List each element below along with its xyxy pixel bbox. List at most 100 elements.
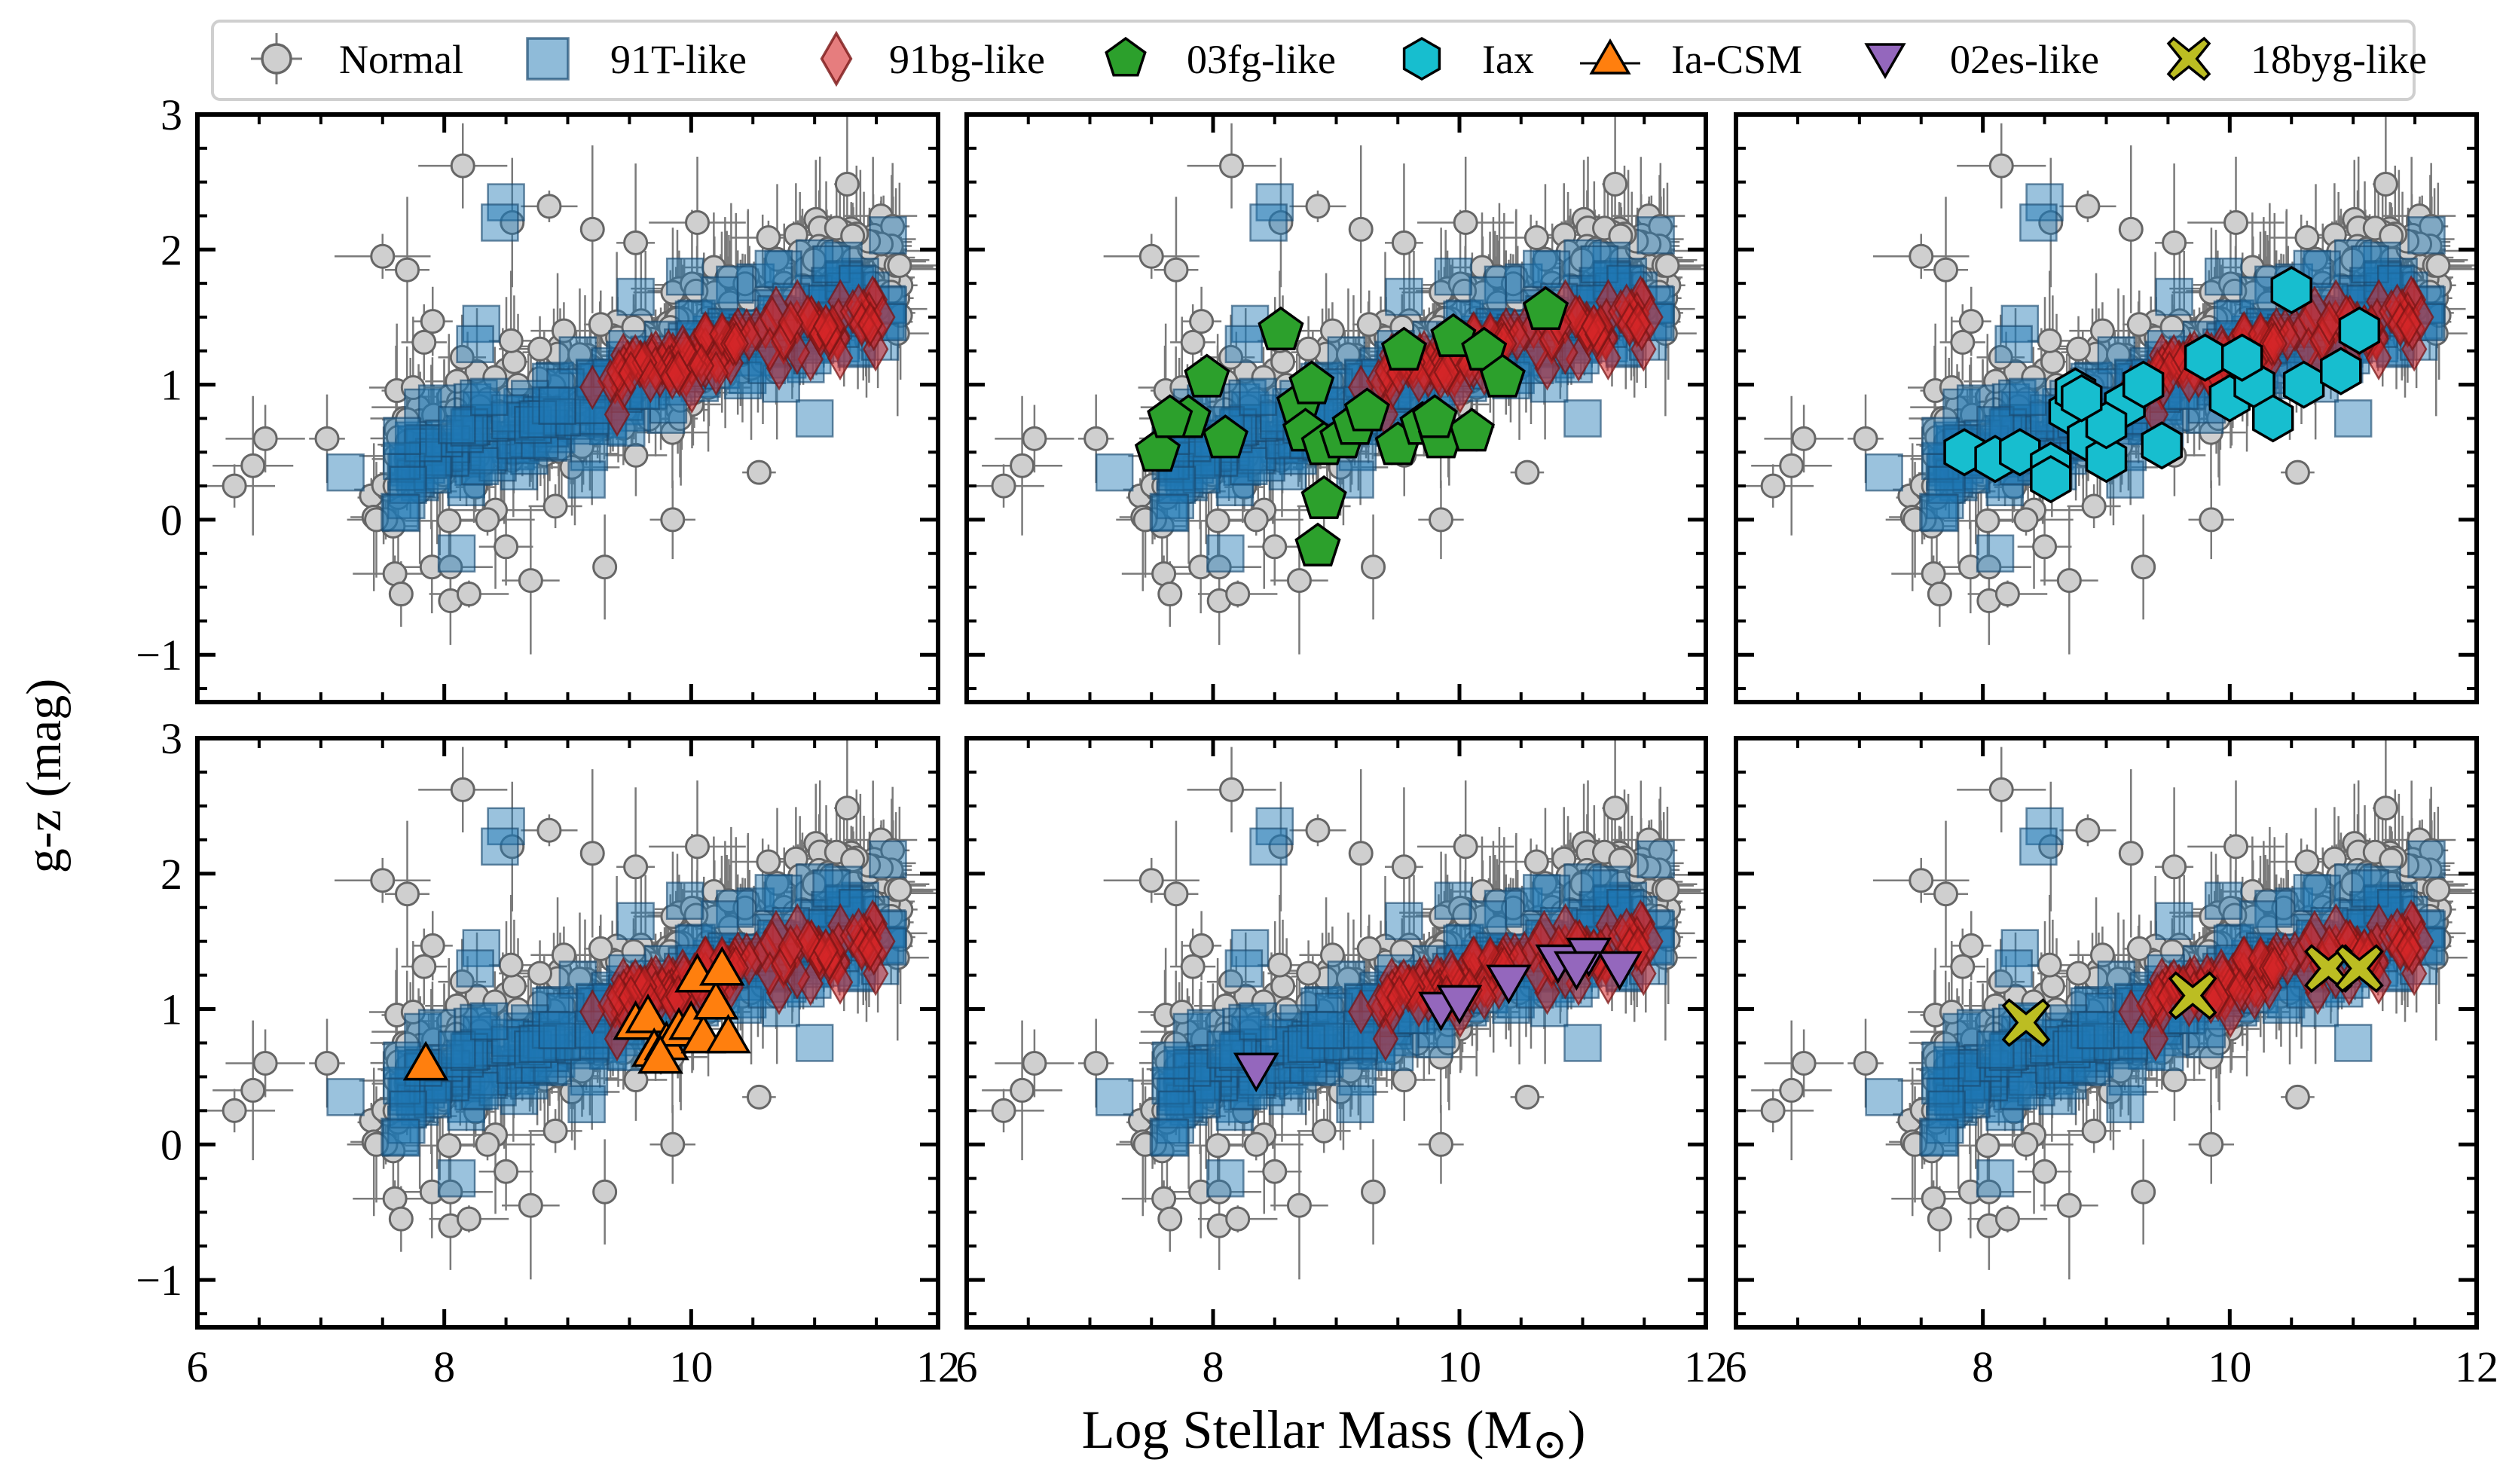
series-03fg-like — [1134, 286, 1569, 566]
panel-1: −1 0 1 2 3 — [136, 90, 940, 704]
91t-like-point — [716, 265, 754, 304]
normal-point — [2199, 507, 2224, 533]
normal-point — [1356, 312, 1382, 337]
normal-point — [1655, 252, 1680, 278]
normal-point — [494, 534, 519, 560]
normal-point — [542, 493, 568, 519]
normal-point — [2037, 328, 2062, 353]
03fg-like-point — [1380, 326, 1428, 371]
91t-like-point — [754, 249, 793, 289]
normal-point — [2425, 252, 2451, 278]
91bg-like-point — [723, 321, 750, 367]
normal-point — [756, 225, 781, 251]
normal-point — [2075, 194, 2101, 219]
normal-point — [240, 453, 266, 478]
plot-area — [1736, 115, 2477, 655]
normal-point — [1853, 426, 1878, 451]
normal-point — [1205, 508, 1230, 533]
91t-like-point — [1942, 388, 1981, 427]
normal-point — [1921, 561, 1946, 587]
normal-point — [2021, 365, 2046, 390]
03fg-like-point — [1258, 306, 1304, 350]
normal-point — [1950, 329, 1976, 355]
y-tick-label: 2 — [160, 225, 182, 274]
91t-like-point — [646, 395, 686, 434]
normal-point — [1391, 230, 1417, 255]
91t-like-point — [1240, 404, 1279, 442]
normal-point — [1296, 336, 1322, 362]
91t-like-point — [1151, 493, 1190, 533]
normal-point — [887, 252, 912, 278]
03fg-like-point — [1411, 394, 1458, 438]
03fg-like-point — [1134, 428, 1181, 472]
91t-like-point — [491, 402, 530, 440]
91t-like-point — [417, 384, 457, 423]
91bg-like-point — [604, 392, 631, 438]
91t-like-point — [567, 460, 606, 499]
91t-like-point — [2351, 245, 2389, 284]
normal-point — [382, 561, 408, 587]
normal-point — [475, 507, 500, 533]
normal-point — [518, 568, 543, 594]
normal-point — [2126, 312, 2152, 337]
normal-point — [840, 223, 866, 249]
normal-point — [1760, 473, 1786, 499]
normal-point — [536, 194, 562, 219]
normal-point — [450, 153, 475, 179]
91t-like-point — [542, 398, 581, 437]
normal-point — [2223, 209, 2249, 235]
91t-like-point — [1523, 249, 1561, 289]
91bg-like-point — [857, 301, 884, 347]
plot-area — [967, 115, 1706, 655]
91t-like-point — [1224, 325, 1264, 364]
03fg-like-point — [1147, 394, 1193, 438]
normal-point — [1243, 507, 1269, 533]
normal-point — [1163, 257, 1189, 282]
normal-point — [395, 257, 420, 282]
normal-point — [1138, 243, 1164, 269]
91t-like-point — [1336, 460, 1374, 499]
normal-point — [1262, 534, 1288, 560]
91t-like-point — [389, 466, 427, 504]
normal-point — [2066, 336, 2092, 362]
normal-point — [222, 473, 247, 499]
91t-like-point — [456, 325, 494, 364]
normal-point — [1270, 349, 1296, 374]
91t-like-point — [1637, 216, 1675, 255]
normal-point — [2056, 568, 2082, 594]
normal-point — [2118, 216, 2144, 242]
91bg-like-point — [665, 350, 692, 395]
normal-point — [1779, 453, 1805, 478]
normal-point — [436, 508, 462, 533]
ticks — [195, 112, 940, 702]
normal-point — [1348, 216, 1374, 242]
plot-area — [197, 115, 938, 655]
91bg-like-point — [1624, 301, 1652, 347]
91t-like-point — [1484, 265, 1523, 304]
91t-like-point — [1468, 276, 1507, 315]
normal-point — [1428, 507, 1453, 533]
03fg-like-point — [1202, 414, 1248, 459]
normal-point — [370, 243, 396, 269]
91t-like-point — [1434, 257, 1473, 296]
normal-point — [1189, 309, 1215, 334]
normal-point — [1157, 582, 1183, 607]
normal-point — [1453, 209, 1478, 235]
normal-point — [1305, 194, 1331, 219]
91bg-like-point — [618, 350, 644, 396]
normal-point — [660, 507, 686, 533]
03fg-like-point — [1300, 475, 1347, 520]
normal-point — [2373, 171, 2398, 197]
91t-like-point — [1249, 203, 1288, 242]
series-91bg-like — [579, 275, 896, 438]
91t-like-point — [812, 245, 851, 284]
91t-like-point — [764, 250, 802, 289]
normal-point — [592, 554, 618, 580]
03fg-like-point — [1343, 387, 1390, 432]
91t-like-point — [1563, 399, 1602, 438]
91t-like-point — [1206, 534, 1245, 573]
91bg-like-point — [1581, 303, 1607, 349]
normal-point — [388, 582, 414, 607]
